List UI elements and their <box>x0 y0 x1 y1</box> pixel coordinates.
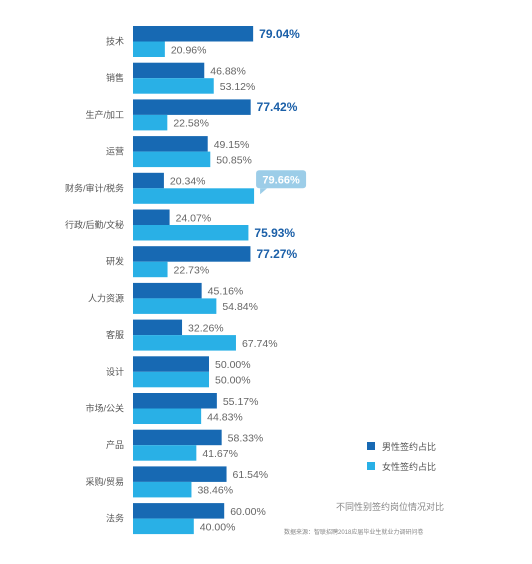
category-label: 生产/加工 <box>85 109 124 120</box>
bar-female <box>133 481 192 498</box>
value-label: 46.88% <box>210 65 246 77</box>
bar-male <box>133 319 183 336</box>
value-label: 54.84% <box>222 301 258 313</box>
bar-female <box>133 114 168 131</box>
value-label: 75.93% <box>254 226 295 240</box>
chart-subtitle: 不同性别签约岗位情况对比 <box>336 501 444 512</box>
value-label: 50.85% <box>216 154 252 166</box>
value-label: 50.00% <box>215 375 251 387</box>
legend-swatch-male <box>367 442 375 450</box>
legend-label-male: 男性签约占比 <box>382 441 436 452</box>
value-label: 55.17% <box>223 396 259 408</box>
callout-bubble <box>256 170 307 189</box>
bar-female <box>133 225 249 241</box>
category-label: 行政/后勤/文秘 <box>65 219 124 230</box>
value-label: 61.54% <box>233 469 269 481</box>
bar-male <box>133 466 227 482</box>
value-label: 44.83% <box>207 411 243 423</box>
bar-female <box>133 518 194 535</box>
value-label: 40.00% <box>200 521 236 533</box>
bar-male <box>133 356 209 372</box>
value-label: 45.16% <box>208 286 244 298</box>
category-label: 销售 <box>106 72 124 83</box>
legend: 男性签约占比 女性签约占比 <box>367 441 436 472</box>
value-label: 41.67% <box>202 448 238 460</box>
bar-male <box>133 429 222 446</box>
bars-group <box>133 26 255 535</box>
value-label: 79.04% <box>259 27 300 41</box>
bar-female <box>133 188 255 204</box>
bar-male <box>133 209 170 225</box>
category-label: 产品 <box>106 439 124 450</box>
value-label: 24.07% <box>176 212 212 224</box>
value-label: 22.58% <box>173 118 209 130</box>
value-label: 67.74% <box>242 338 278 350</box>
value-label: 49.15% <box>214 139 250 151</box>
value-label: 58.33% <box>228 432 264 444</box>
legend-swatch-female <box>367 462 375 470</box>
category-label: 人力资源 <box>88 292 124 303</box>
bar-female <box>133 41 165 57</box>
value-label: 60.00% <box>230 506 266 518</box>
bar-male <box>133 393 217 409</box>
value-label: 77.27% <box>256 247 297 261</box>
chart-source: 数据来源：智联招聘2018应届毕业生就业力调研问卷 <box>284 528 423 536</box>
bar-female <box>133 78 214 94</box>
category-label: 技术 <box>106 36 124 47</box>
value-label: 32.26% <box>188 322 224 334</box>
value-label: 50.00% <box>215 359 251 371</box>
bar-male <box>133 62 205 79</box>
legend-label-female: 女性签约占比 <box>382 461 436 472</box>
category-label: 设计 <box>106 366 124 377</box>
value-label: 79.66% <box>262 174 300 186</box>
value-labels: 79.04% 20.96%46.88% 53.12%77.42% 22.58% 49.1… <box>170 27 307 533</box>
bar-female <box>133 261 168 278</box>
bar-male <box>133 26 254 42</box>
category-labels: 技术销售生产/加工运营财务/审计/税务行政/后勤/文秘研发人力资源客服设计市场/… <box>65 36 124 524</box>
bar-male <box>133 136 208 152</box>
bar-female <box>133 335 236 351</box>
value-label: 77.42% <box>257 100 298 114</box>
bar-female <box>133 151 211 168</box>
category-label: 法务 <box>106 513 124 524</box>
bar-male <box>133 503 225 519</box>
category-label: 采购/贸易 <box>85 476 124 487</box>
bar-male <box>133 246 251 262</box>
value-label: 38.46% <box>197 485 233 497</box>
category-label: 客服 <box>106 329 124 340</box>
callout-pointer <box>260 188 268 195</box>
value-label: 53.12% <box>220 81 256 93</box>
category-label: 财务/审计/税务 <box>65 182 124 193</box>
category-label: 研发 <box>106 256 124 267</box>
category-label: 市场/公关 <box>85 403 124 414</box>
value-label: 20.34% <box>170 176 206 188</box>
value-label: 20.96% <box>171 44 207 56</box>
bar-female <box>133 371 209 388</box>
bar-female <box>133 445 197 461</box>
category-label: 运营 <box>106 146 124 157</box>
bar-female <box>133 408 202 424</box>
value-label: 22.73% <box>174 264 210 276</box>
bar-male <box>133 99 251 115</box>
bar-female <box>133 298 217 314</box>
bar-male <box>133 282 202 299</box>
bar-male <box>133 172 164 189</box>
